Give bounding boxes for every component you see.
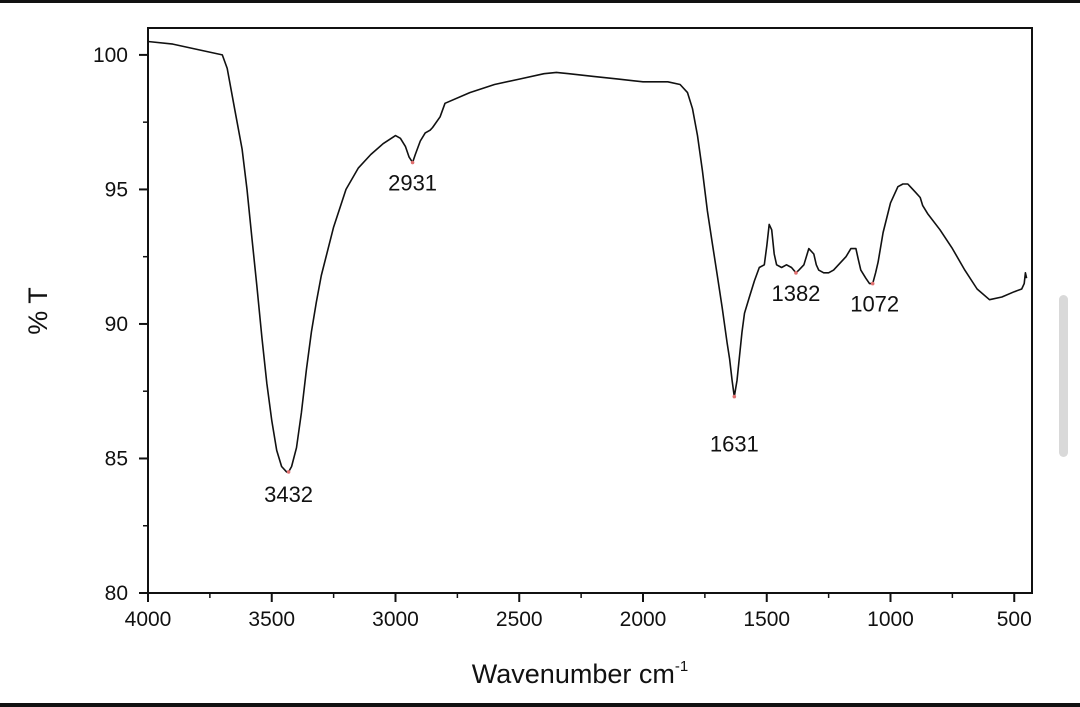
y-tick-label: 90	[105, 313, 128, 336]
peak-label: 1382	[771, 281, 820, 306]
peak-marker	[794, 271, 798, 275]
bottom-frame-bar	[0, 703, 1080, 707]
x-tick-label: 500	[997, 608, 1032, 631]
peak-marker	[732, 394, 737, 399]
series-group	[147, 40, 1028, 473]
x-tick-label: 1000	[867, 608, 914, 631]
plot-frame	[147, 27, 1033, 594]
spectrum-line	[147, 40, 1028, 473]
x-axis-title-superscript: -1	[675, 658, 688, 675]
peak-annotations: 3432 2931 1631 1382 1072	[264, 160, 899, 507]
x-axis-ticks: 4000 3500 3000 2500 2000 1500 1000 500	[125, 593, 1032, 631]
x-tick-label: 4000	[125, 608, 172, 631]
x-tick-label: 1500	[743, 608, 790, 631]
x-axis-title: Wavenumber cm-1	[472, 658, 688, 689]
peak-marker	[870, 281, 875, 286]
peak-marker	[410, 160, 415, 165]
peak-label: 3432	[264, 482, 313, 507]
x-tick-label: 3500	[248, 608, 295, 631]
top-frame-bar	[0, 0, 1080, 3]
y-axis-ticks: 80 85 90 95 100	[93, 44, 148, 605]
peak-label: 1631	[710, 432, 759, 457]
y-tick-label: 100	[93, 44, 128, 67]
peak-label: 1072	[850, 292, 899, 317]
x-axis-title-text: Wavenumber cm	[472, 659, 675, 689]
scrollbar-thumb[interactable]	[1059, 295, 1068, 457]
y-axis-title: % T	[23, 287, 53, 335]
peak-marker	[286, 470, 291, 474]
peak-label: 2931	[388, 171, 437, 196]
x-tick-label: 3000	[372, 608, 419, 631]
y-tick-label: 85	[105, 447, 128, 470]
y-tick-label: 95	[105, 178, 128, 201]
x-tick-label: 2500	[496, 608, 543, 631]
y-tick-label: 80	[105, 582, 128, 605]
x-tick-label: 2000	[620, 608, 667, 631]
